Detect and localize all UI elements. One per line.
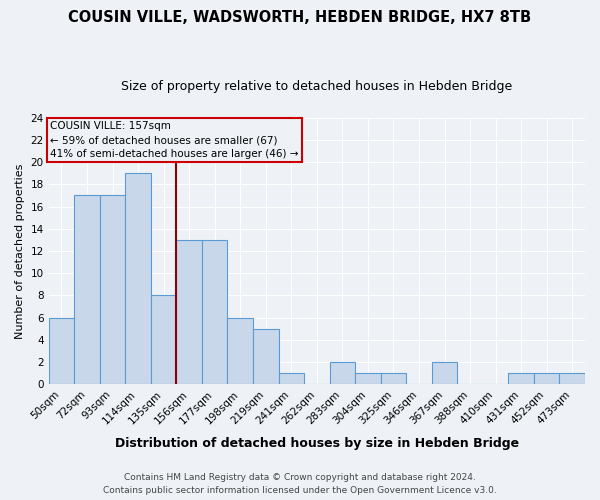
Bar: [100, 196, 125, 384]
Bar: [534, 373, 559, 384]
Bar: [125, 174, 151, 384]
Y-axis label: Number of detached properties: Number of detached properties: [15, 164, 25, 338]
Bar: [278, 373, 304, 384]
X-axis label: Distribution of detached houses by size in Hebden Bridge: Distribution of detached houses by size …: [115, 437, 519, 450]
Bar: [49, 318, 74, 384]
Bar: [508, 373, 534, 384]
Text: COUSIN VILLE: 157sqm
← 59% of detached houses are smaller (67)
41% of semi-detac: COUSIN VILLE: 157sqm ← 59% of detached h…: [50, 121, 298, 159]
Bar: [253, 328, 278, 384]
Bar: [176, 240, 202, 384]
Bar: [380, 373, 406, 384]
Bar: [329, 362, 355, 384]
Bar: [151, 296, 176, 384]
Bar: [74, 196, 100, 384]
Bar: [355, 373, 380, 384]
Bar: [559, 373, 585, 384]
Title: Size of property relative to detached houses in Hebden Bridge: Size of property relative to detached ho…: [121, 80, 512, 93]
Bar: [227, 318, 253, 384]
Bar: [432, 362, 457, 384]
Text: Contains HM Land Registry data © Crown copyright and database right 2024.
Contai: Contains HM Land Registry data © Crown c…: [103, 474, 497, 495]
Text: COUSIN VILLE, WADSWORTH, HEBDEN BRIDGE, HX7 8TB: COUSIN VILLE, WADSWORTH, HEBDEN BRIDGE, …: [68, 10, 532, 25]
Bar: [202, 240, 227, 384]
